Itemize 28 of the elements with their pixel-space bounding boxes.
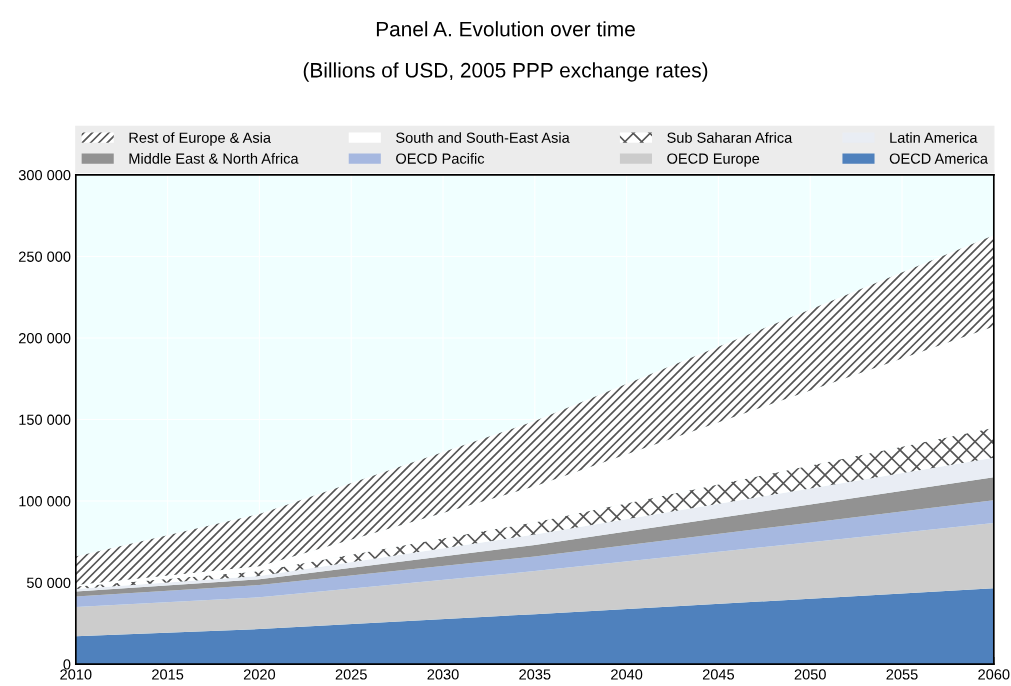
y-tick-label: 50 000	[26, 577, 71, 588]
x-tick-label: 2015	[152, 669, 184, 680]
x-tick-label: 2010	[60, 669, 92, 680]
y-tick-label: 150 000	[19, 414, 71, 425]
y-tick-label: 200 000	[18, 333, 71, 344]
legend-label: Rest of Europe & Asia	[129, 132, 271, 146]
x-tick-label: 2035	[519, 669, 551, 680]
y-tick-label: 0	[63, 659, 71, 670]
x-tick-label: 2045	[702, 669, 735, 680]
y-tick-label: 300 000	[18, 170, 71, 181]
x-tick-label: 2030	[427, 669, 459, 680]
legend-label: OECD Pacific	[396, 153, 485, 164]
chart-subtitle: (Billions of USD, 2005 PPP exchange rates)	[303, 62, 708, 82]
y-tick-label: 100 000	[19, 496, 71, 507]
legend-label: Latin America	[890, 132, 978, 143]
x-tick-label: 2040	[611, 669, 643, 680]
x-tick-label: 2050	[794, 669, 826, 680]
x-tick-label: 2055	[886, 669, 918, 680]
x-tick-label: 2025	[335, 669, 367, 680]
legend-label: South and South-East Asia	[396, 132, 570, 143]
x-tick-label: 2020	[243, 669, 276, 680]
y-tick-label: 250 000	[18, 251, 71, 262]
x-tick-label: 2060	[978, 669, 1010, 680]
legend-label: Sub Saharan Africa	[667, 132, 793, 143]
legend-label: OECD America	[889, 153, 988, 164]
chart-title: Panel A. Evolution over time	[376, 21, 635, 37]
legend-label: Middle East & North Africa	[129, 153, 299, 164]
legend-label: OECD Europe	[667, 153, 760, 167]
